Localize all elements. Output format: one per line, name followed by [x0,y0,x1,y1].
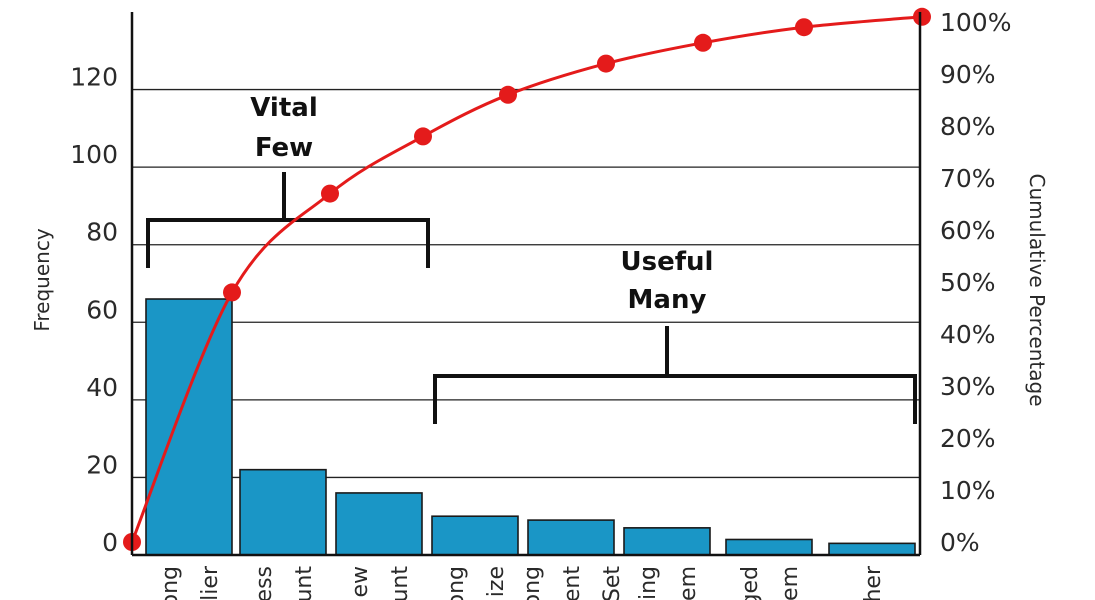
x-category-label: ong [158,566,183,600]
cumulative-point [321,184,339,203]
y2-tick-label: 0% [940,528,980,557]
y2-axis-title: Cumulative Percentage [1025,173,1049,406]
annotation-label: Useful [621,247,714,277]
bar [145,298,233,556]
grid-lines [132,88,920,479]
bar [431,515,519,556]
y2-tick-label: 90% [940,60,996,89]
y-tick-label: 60 [86,295,118,324]
y2-tick-label: 70% [940,164,996,193]
y-tick-label: 120 [70,63,118,92]
y2-tick-label: 30% [940,372,996,401]
cumulative-point [414,127,432,146]
x-category-label: ged [738,566,763,600]
x-category-label: em [778,566,803,600]
bar [725,538,813,556]
y2-tick-label: 40% [940,320,996,349]
annotation-label: Many [628,285,707,315]
x-category-label: ize [484,566,509,597]
y2-tick-label: 100% [940,8,1011,37]
cumulative-point [913,7,931,26]
bars [145,298,916,556]
cumulative-point [499,85,517,104]
bar [828,542,916,556]
x-category-label: ing [636,566,661,600]
bar [335,492,423,556]
y-tick-label: 100 [70,140,118,169]
x-category-label: ong [444,566,469,600]
y-tick-label: 20 [86,450,118,479]
x-category-label: unt [388,566,413,600]
cumulative-point [597,54,615,73]
cumulative-point [795,18,813,37]
y-axis-title: Frequency [30,228,54,331]
x-category-label: her [861,565,886,600]
bracket [433,374,917,424]
x-category-label: ess [252,566,277,600]
y-tick-label: 40 [86,373,118,402]
annotation-label: Vital [250,93,317,123]
bar [239,468,327,556]
x-category-label: ew [348,566,373,598]
bar [527,519,615,556]
x-category-label: em [676,566,701,600]
cumulative-point [694,33,712,52]
labels: 0 20 40 60 80 100 120 0% 10% 20% 30% 40% 50% 60% 70% 80… [30,8,1049,600]
annotations: Vital Few Useful Many [146,93,917,424]
y-tick-label: 0 [102,528,118,557]
x-category-label: ent [560,566,585,600]
y-tick-label: 80 [86,218,118,247]
y2-tick-label: 20% [940,424,996,453]
y2-tick-label: 50% [940,268,996,297]
bracket [146,218,430,268]
x-category-label: lier [198,565,223,600]
x-category-label: unt [292,566,317,600]
annotation-label: Few [255,133,313,163]
y2-tick-label: 10% [940,476,996,505]
axes [130,12,922,557]
y2-tick-label: 80% [940,112,996,141]
bar [623,527,711,556]
cumulative-point [223,283,241,302]
x-category-label: ong [520,566,545,600]
x-category-label: Set [600,566,625,600]
y2-tick-label: 60% [940,216,996,245]
